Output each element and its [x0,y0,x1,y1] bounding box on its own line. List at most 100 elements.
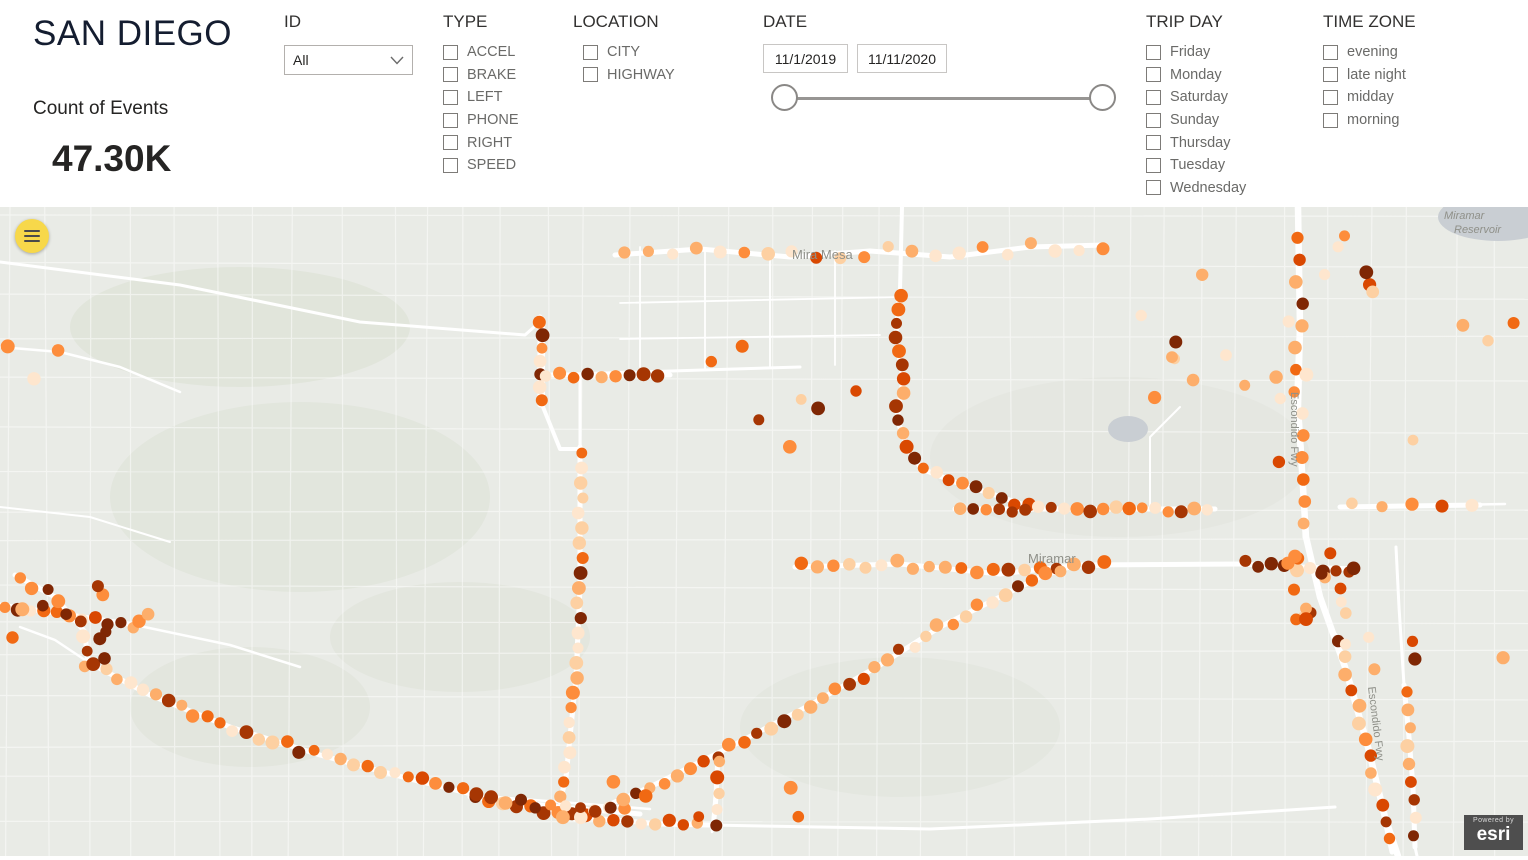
map-visual: Mira Mesa Miramar Miramar Reservoir Escondid… [0,207,1528,856]
event-dot [896,427,910,440]
checkbox-box[interactable] [443,89,458,105]
checkbox-right[interactable]: RIGHT [443,131,519,154]
event-dot [98,652,111,665]
id-dropdown[interactable]: All [284,45,413,75]
date-slider-handle-start[interactable] [771,84,798,111]
date-end-input[interactable] [857,44,947,73]
event-dot [1067,557,1081,572]
checkbox-label: Saturday [1170,89,1229,106]
event-dot [1400,739,1415,754]
filter-bar: SAN DIEGO Count of Events 47.30K ID All … [0,0,1528,207]
checkbox-box[interactable] [1146,157,1161,173]
checkbox-midday[interactable]: midday [1323,86,1416,109]
event-dot [572,642,584,654]
event-dot [1289,275,1303,289]
checkbox-accel[interactable]: ACCEL [443,41,519,64]
checkbox-morning[interactable]: morning [1323,109,1416,132]
event-dot [909,641,921,653]
checkbox-box[interactable] [1323,112,1338,128]
event-dot [753,414,765,426]
checkbox-evening[interactable]: evening [1323,41,1416,64]
checkbox-brake[interactable]: BRAKE [443,64,519,87]
id-dropdown-value: All [293,52,309,68]
event-dot [1272,455,1286,469]
checkbox-box[interactable] [443,157,458,173]
checkbox-sunday[interactable]: Sunday [1146,109,1246,132]
event-dot [828,682,842,696]
event-dot [662,813,676,827]
checkbox-phone[interactable]: PHONE [443,109,519,132]
map-canvas[interactable]: Mira Mesa Miramar Miramar Reservoir Escondid… [0,207,1528,856]
checkbox-saturday[interactable]: Saturday [1146,86,1246,109]
checkbox-box[interactable] [1146,135,1161,151]
checkbox-box[interactable] [583,67,598,83]
checkbox-box[interactable] [1146,67,1161,83]
checkbox-box[interactable] [443,112,458,128]
trip-day-options-list: Friday Monday Saturday Sunday Thursday Tuesda… [1146,41,1246,199]
event-dot [42,584,54,595]
date-slider-track[interactable] [783,97,1103,100]
event-dot [595,371,608,384]
date-start-input[interactable] [763,44,848,73]
event-dot [415,771,430,785]
checkbox-box[interactable] [1146,180,1161,196]
date-range-slider[interactable] [763,84,1116,114]
checkbox-late-night[interactable]: late night [1323,64,1416,87]
event-dot [670,769,685,783]
checkbox-box[interactable] [1146,112,1161,128]
event-dot [942,474,955,487]
checkbox-box[interactable] [1146,89,1161,105]
checkbox-thursday[interactable]: Thursday [1146,131,1246,154]
checkbox-speed[interactable]: SPEED [443,154,519,177]
event-dot [1319,269,1331,281]
water-layer [1108,207,1528,442]
event-dot [559,800,572,812]
checkbox-monday[interactable]: Monday [1146,64,1246,87]
event-dot [575,802,586,813]
event-dot [1300,602,1312,615]
checkbox-box[interactable] [443,135,458,151]
checkbox-label: SPEED [467,157,517,174]
checkbox-label: RIGHT [467,134,513,151]
checkbox-box[interactable] [583,44,598,60]
checkbox-tuesday[interactable]: Tuesday [1146,154,1246,177]
map-label: Miramar [1444,210,1486,222]
event-dot [1024,237,1037,250]
checkbox-box[interactable] [443,44,458,60]
event-dot [214,717,226,729]
event-dot [1135,309,1147,322]
event-dot [292,745,306,759]
checkbox-label: Thursday [1170,134,1231,151]
event-dot [577,492,589,504]
event-dot [149,688,163,701]
event-dot [713,787,725,800]
event-dot [1274,392,1287,405]
event-dot [1025,574,1039,587]
event-dot [810,560,825,574]
checkbox-city[interactable]: CITY [583,41,675,64]
event-dot [226,725,239,737]
map-menu-button[interactable] [15,219,49,253]
checkbox-box[interactable] [1323,44,1338,60]
event-dot [1032,500,1045,513]
checkbox-box[interactable] [443,67,458,83]
event-dot [969,480,983,494]
terrain-patches [70,267,1310,797]
location-filter-title: LOCATION [573,12,659,31]
checkbox-friday[interactable]: Friday [1146,41,1246,64]
checkbox-box[interactable] [1146,44,1161,60]
checkbox-wednesday[interactable]: Wednesday [1146,177,1246,200]
checkbox-left[interactable]: LEFT [443,86,519,109]
trip-day-filter-title: TRIP DAY [1146,12,1223,31]
event-dot [1290,363,1302,376]
checkbox-box[interactable] [1323,89,1338,105]
esri-attribution[interactable]: Powered by esri [1464,815,1523,850]
checkbox-label: late night [1347,66,1406,83]
checkbox-highway[interactable]: HIGHWAY [583,64,675,87]
event-dot [722,737,736,752]
event-dot [100,662,113,676]
event-dot [1380,816,1392,828]
checkbox-box[interactable] [1323,67,1338,83]
event-dot [908,451,922,465]
date-slider-handle-end[interactable] [1089,84,1116,111]
